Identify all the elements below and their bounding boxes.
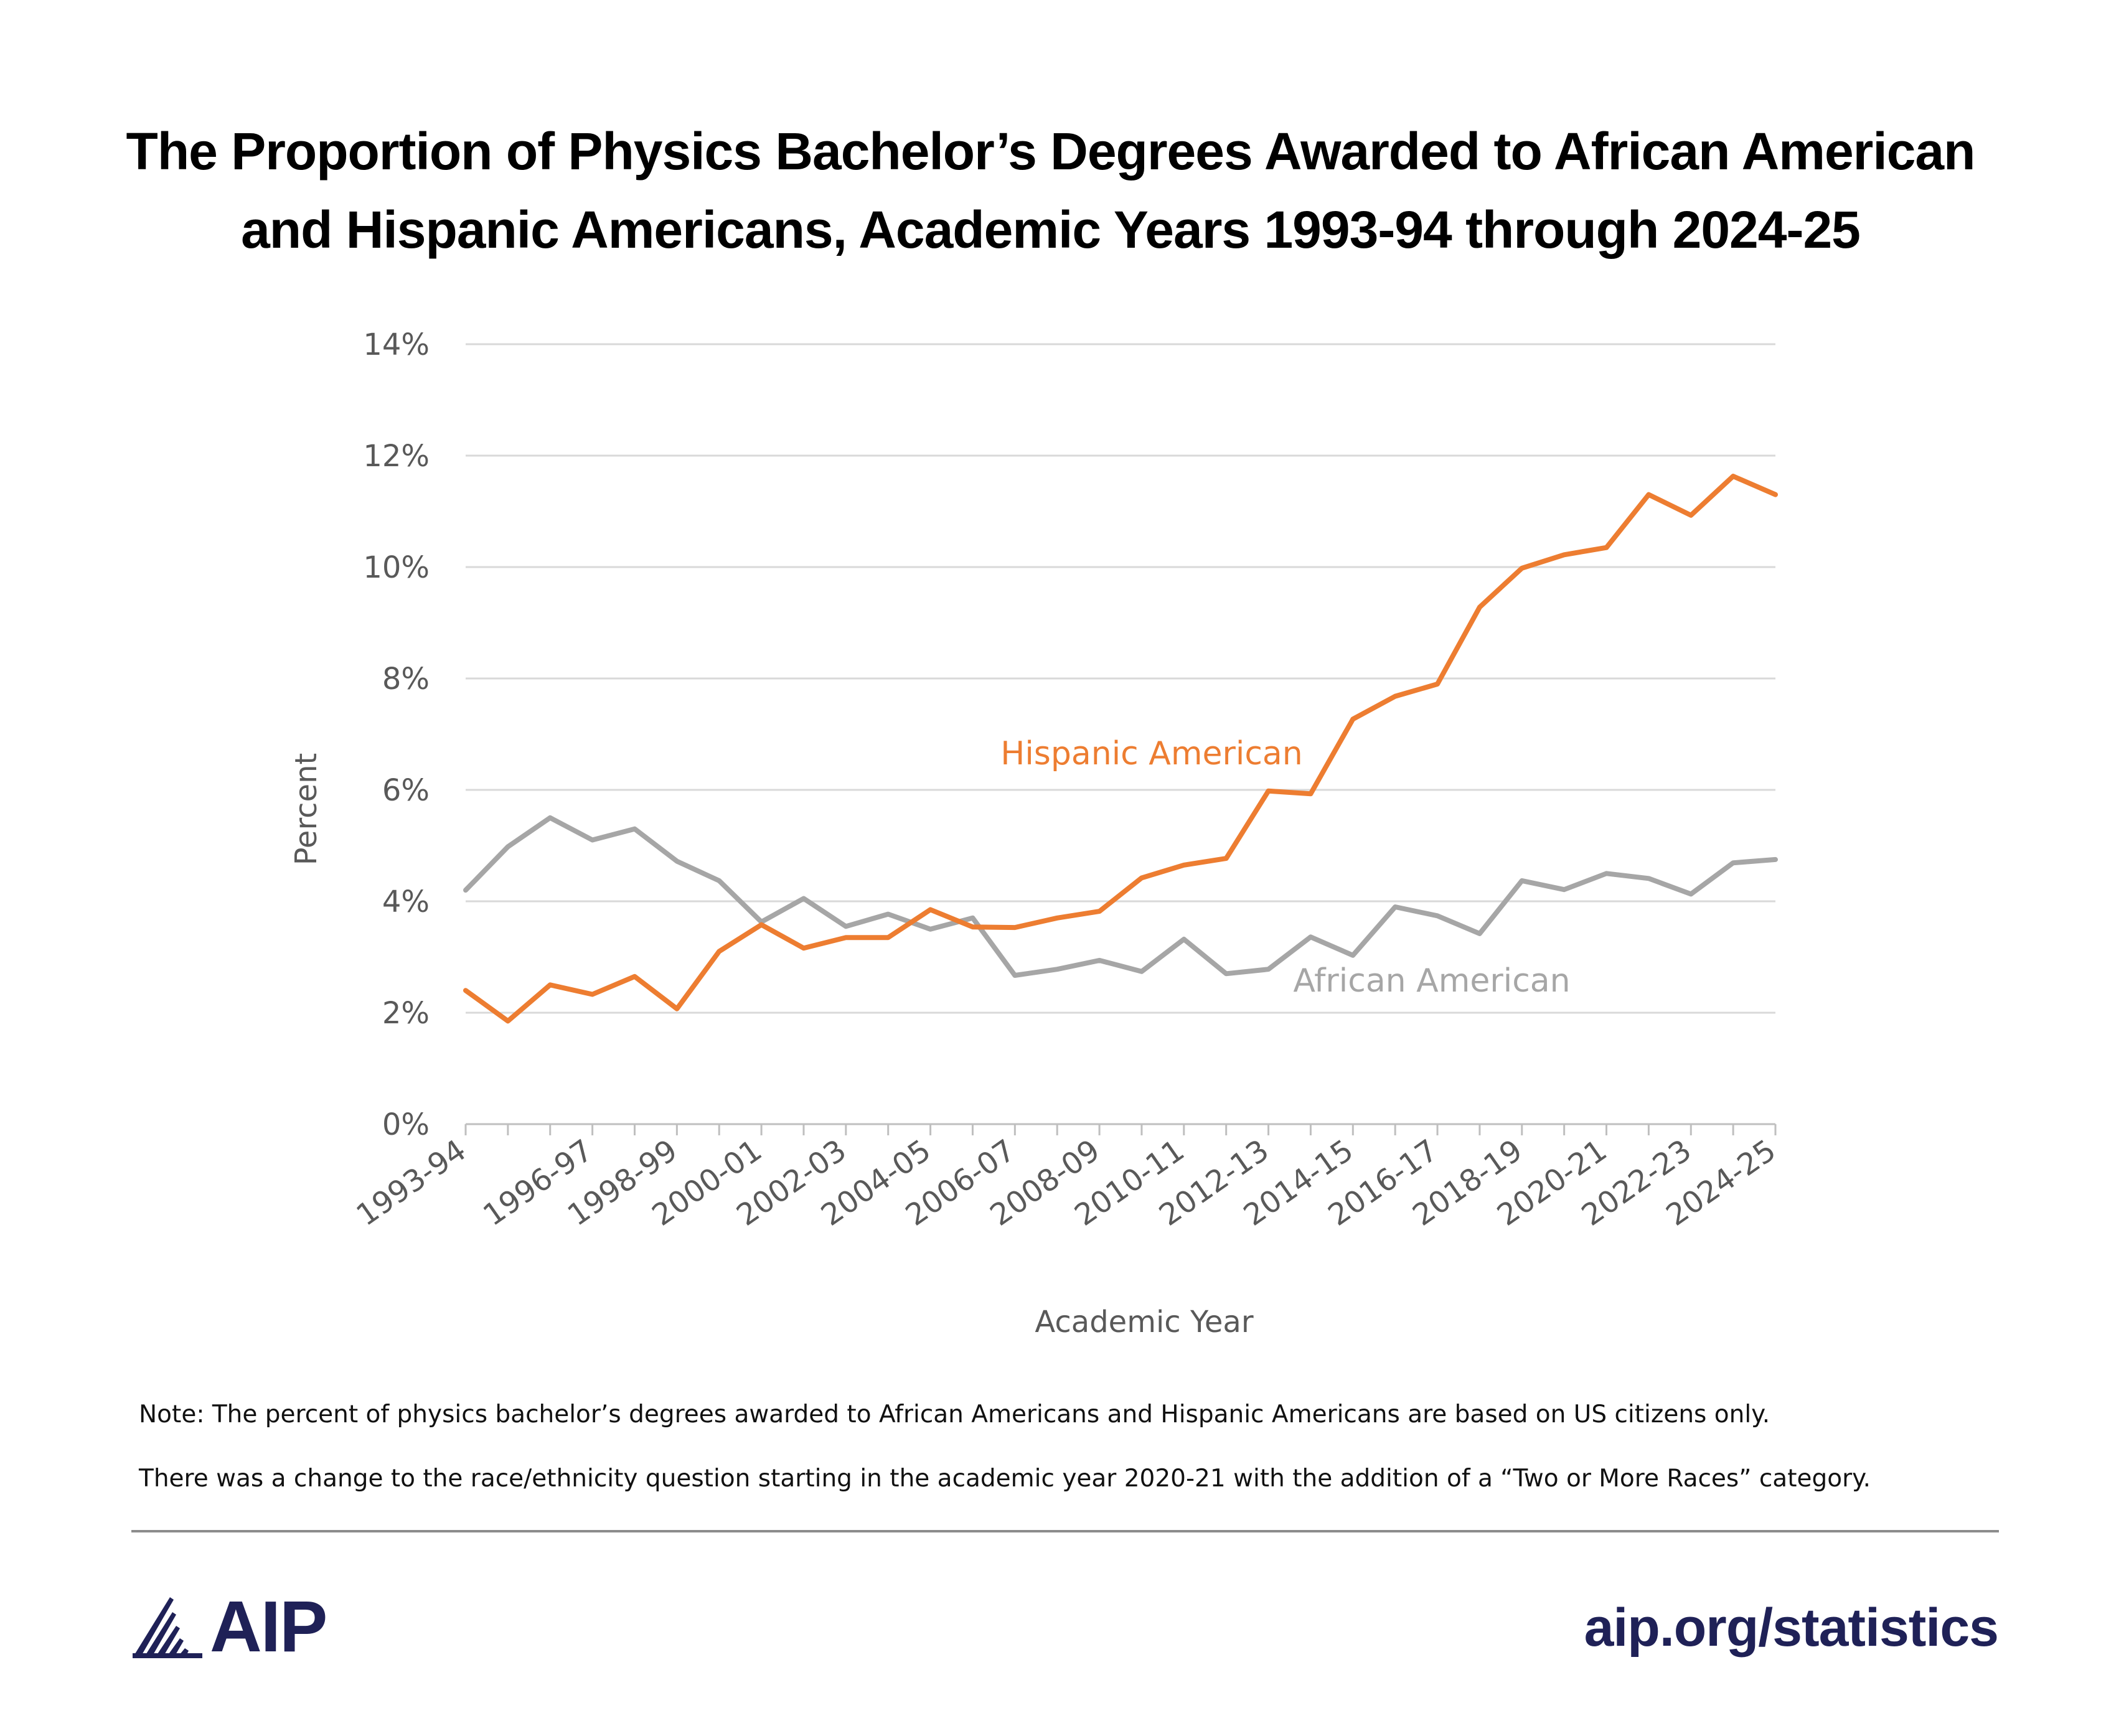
y-tick-label: 12%: [363, 439, 430, 474]
series-lines: [463, 474, 1778, 1024]
y-tick-label: 4%: [382, 884, 430, 919]
y-tick-label: 0%: [382, 1107, 430, 1142]
chart-title-line-1: The Proportion of Physics Bachelor’s Deg…: [126, 122, 1976, 181]
aip-rays-logo-icon: [133, 1597, 202, 1658]
footer-divider: [131, 1530, 1999, 1532]
line-chart: 0% 2% 4% 6% 8% 10% 12% 14% 1993-94 1996-971998-9…: [289, 327, 1782, 1340]
note-us-citizens: Note: The percent of physics bachelor’s …: [139, 1401, 1770, 1429]
x-axis-label: Academic Year: [1035, 1305, 1253, 1340]
x-axis: 1993-94 1996-971998-992000-012002-032004-…: [350, 1124, 1782, 1233]
y-tick-label: 2%: [382, 996, 430, 1031]
series-label-african-american: African American: [1293, 962, 1570, 1000]
x-tick-label: 1993-94: [350, 1133, 472, 1233]
y-tick-label: 14%: [363, 327, 430, 362]
y-tick-label: 6%: [382, 773, 430, 808]
series-line-african-american: [463, 815, 1778, 978]
note-race-question-change: There was a change to the race/ethnicity…: [139, 1465, 1871, 1493]
series-line-hispanic-american: [463, 474, 1778, 1024]
y-axis-label: Percent: [289, 753, 324, 866]
notes: Note: The percent of physics bachelor’s …: [139, 1401, 2006, 1493]
grid-lines: [466, 343, 1775, 1125]
y-tick-label: 8%: [382, 662, 430, 697]
y-tick-label: 10%: [363, 550, 430, 585]
series-label-hispanic-american: Hispanic American: [1000, 735, 1303, 772]
chart-title: The Proportion of Physics Bachelor’s Deg…: [0, 112, 2101, 269]
website-link[interactable]: aip.org/statistics: [1584, 1598, 1999, 1658]
chart-title-line-2: and Hispanic Americans, Academic Years 1…: [241, 200, 1861, 259]
y-axis-ticks: 0% 2% 4% 6% 8% 10% 12% 14%: [363, 327, 430, 1142]
aip-logo-text: AIP: [210, 1586, 327, 1667]
